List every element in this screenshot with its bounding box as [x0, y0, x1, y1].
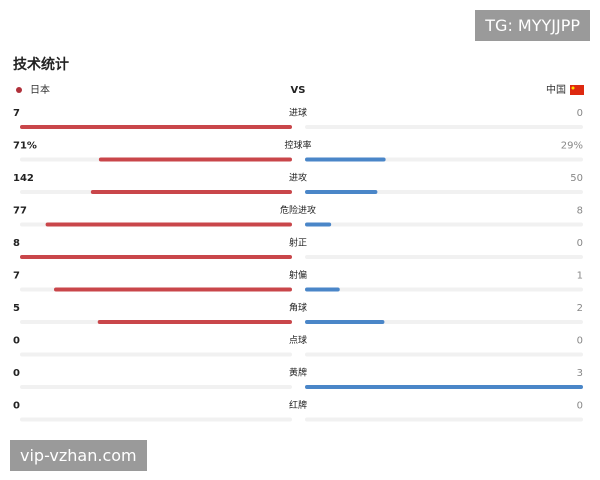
stat-label: 进球	[289, 107, 307, 119]
home-value: 0	[13, 336, 20, 347]
home-value: 0	[13, 401, 20, 412]
stat-label: 红牌	[289, 399, 307, 411]
home-bar	[45, 222, 292, 227]
stat-label: 射正	[289, 237, 307, 249]
away-bar	[305, 190, 378, 194]
watermark: TG: MYYJJPP	[475, 10, 590, 41]
home-value: 8	[13, 238, 20, 249]
away-bar	[305, 385, 583, 389]
home-bar	[20, 255, 292, 259]
flag	[570, 85, 584, 95]
away-value: 8	[577, 206, 583, 217]
away-bar	[305, 287, 340, 292]
bar-track	[305, 287, 583, 292]
bar-track	[305, 352, 583, 357]
flag-star	[571, 86, 575, 90]
home-bar	[98, 157, 292, 162]
home-value: 7	[13, 271, 20, 282]
home-value: 77	[13, 206, 27, 217]
title: 技术统计	[13, 56, 69, 73]
away-value: 1	[577, 271, 583, 282]
home-value: 5	[13, 303, 20, 314]
stat-label: 点球	[289, 334, 307, 346]
home-value: 142	[13, 173, 34, 184]
stat-label: 角球	[289, 302, 307, 314]
away-value: 3	[577, 368, 583, 379]
home-team: 日本	[30, 83, 50, 96]
away-value: 0	[577, 336, 583, 347]
bar-track	[305, 417, 583, 422]
stat-label: 控球率	[284, 139, 311, 151]
away-bar	[305, 222, 332, 227]
home-dot	[16, 87, 22, 93]
bar-track	[305, 222, 583, 227]
away-value: 0	[577, 238, 583, 249]
watermark: vip-vzhan.com	[10, 440, 147, 471]
away-value: 0	[577, 401, 583, 412]
away-bar	[305, 157, 386, 162]
bar-track	[20, 352, 292, 357]
bar-track	[20, 385, 292, 389]
bar-track	[305, 125, 583, 129]
stat-label: 射偏	[289, 269, 307, 281]
home-bar	[20, 125, 292, 129]
stat-label: 黄牌	[289, 367, 307, 379]
away-team: 中国	[546, 83, 566, 96]
away-value: 50	[570, 173, 583, 184]
home-bar	[54, 287, 292, 292]
home-value: 7	[13, 108, 20, 119]
stat-label: 危险进攻	[280, 204, 316, 216]
away-value: 2	[577, 303, 583, 314]
away-value: 29%	[561, 141, 583, 152]
home-value: 0	[13, 368, 20, 379]
stat-label: 进攻	[289, 172, 307, 184]
home-bar	[90, 190, 292, 194]
bar-track	[305, 255, 583, 259]
home-value: 71%	[13, 141, 37, 152]
away-bar	[305, 320, 385, 324]
bar-track	[20, 417, 292, 422]
vs: VS	[291, 85, 306, 96]
away-value: 0	[577, 108, 583, 119]
home-bar	[97, 320, 292, 324]
